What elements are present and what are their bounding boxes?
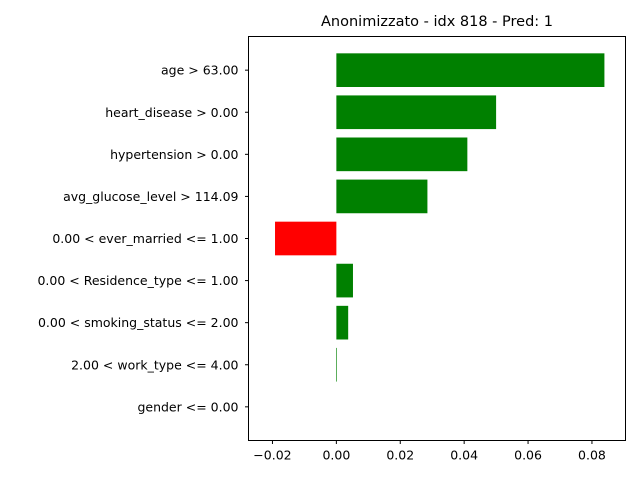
x-tick-label-1: 0.00 xyxy=(322,448,350,463)
y-tick-label-2: hypertension > 0.00 xyxy=(110,147,238,162)
bar-1 xyxy=(336,95,497,130)
bar-0 xyxy=(336,53,605,87)
y-tick-label-1: heart_disease > 0.00 xyxy=(105,105,238,120)
y-tick-label-4: 0.00 < ever_married <= 1.00 xyxy=(52,231,238,246)
bar-3 xyxy=(336,179,428,214)
x-tick-label-2: 0.02 xyxy=(386,448,414,463)
x-tick-label-5: 0.08 xyxy=(578,448,606,463)
y-tick-label-8: gender <= 0.00 xyxy=(137,399,238,414)
y-tick-label-6: 0.00 < smoking_status <= 2.00 xyxy=(38,315,239,330)
axes-frame xyxy=(248,36,626,441)
x-tick-label-0: −0.02 xyxy=(253,448,291,463)
bar-4 xyxy=(275,221,337,256)
x-axis-ticks: −0.02 0.00 0.02 0.04 0.06 0.08 xyxy=(253,440,606,463)
x-tick-label-4: 0.06 xyxy=(514,448,542,463)
bar-5 xyxy=(336,263,353,298)
y-tick-label-5: 0.00 < Residence_type <= 1.00 xyxy=(37,273,238,288)
y-tick-label-0: age > 63.00 xyxy=(161,63,239,78)
y-tick-label-7: 2.00 < work_type <= 4.00 xyxy=(71,357,238,372)
bars-group xyxy=(275,53,605,382)
bar-2 xyxy=(336,137,468,172)
chart-title: Anonimizzato - idx 818 - Pred: 1 xyxy=(321,14,553,30)
x-tick-label-3: 0.04 xyxy=(450,448,478,463)
bar-7 xyxy=(336,347,337,382)
y-tick-label-3: avg_glucose_level > 114.09 xyxy=(63,189,238,204)
y-axis-ticks: age > 63.00 heart_disease > 0.00 hypertens… xyxy=(37,63,249,414)
bar-6 xyxy=(336,305,349,340)
